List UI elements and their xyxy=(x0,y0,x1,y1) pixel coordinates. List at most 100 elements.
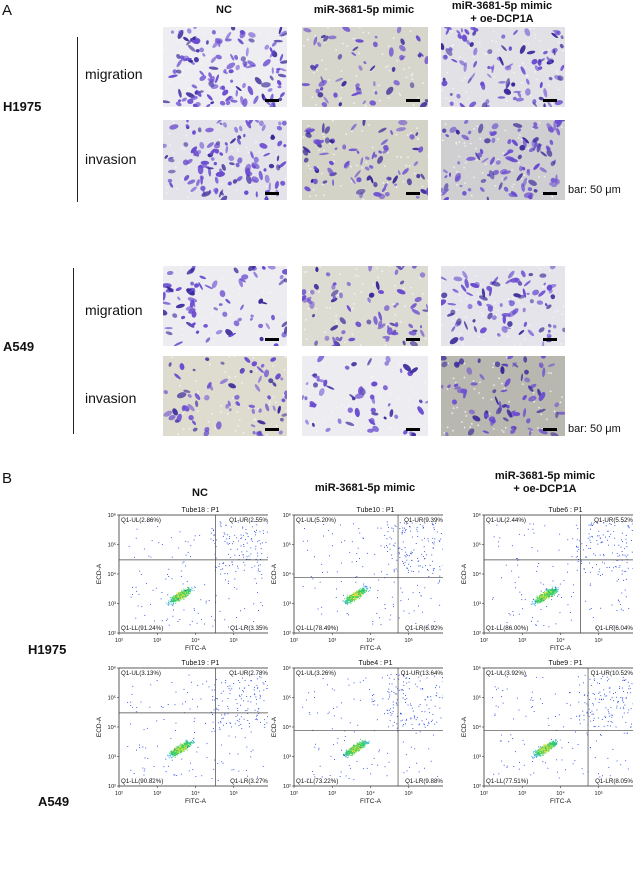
scale-bar xyxy=(543,192,557,195)
transwell-micrograph xyxy=(441,266,565,346)
y-axis-label: ECD-A xyxy=(271,716,278,737)
quadrant-label-ll: Q1-LL(86.00%) xyxy=(486,625,528,632)
y-tick-label: 10⁵ xyxy=(108,695,116,702)
flow-cytometry-plot: Tube18 : P1 Q1-UL(2.86%) Q1-UR(2.55%) Q1-LL… xyxy=(96,507,268,652)
scale-bar xyxy=(543,99,557,102)
panel-a-column-header-line1: miR-3681-5p mimic xyxy=(313,4,415,16)
quadrant-label-ur: Q1-UR(10.52%) xyxy=(591,670,633,677)
panel-a-column-header-line1: miR-3681-5p mimic xyxy=(451,0,553,12)
quadrant-label-ll: Q1-LL(78.49%) xyxy=(296,625,338,632)
x-tick-label: 10⁵ xyxy=(230,790,238,797)
panel-b-column-header-line2: + oe-DCP1A xyxy=(513,483,577,495)
flow-cell-line-label-h1975: H1975 xyxy=(28,642,67,657)
row-label-migration: migration xyxy=(85,66,143,82)
quadrant-label-ll: Q1-LL(73.22%) xyxy=(296,778,338,785)
y-tick-label: 10⁴ xyxy=(283,724,292,731)
transwell-micrograph xyxy=(302,356,428,436)
scale-bar xyxy=(265,338,279,341)
y-tick-label: 10⁴ xyxy=(108,571,117,578)
quadrant-label-ur: Q1-UR(9.39%) xyxy=(404,517,443,524)
panel-b-column-header-line1: NC xyxy=(192,487,208,499)
flow-cytometry-plot: Tube4 : P1 Q1-UL(3.26%) Q1-UR(13.64%) Q1-LL… xyxy=(271,660,443,805)
y-tick-label: 10² xyxy=(473,784,481,790)
quadrant-label-ul: Q1-UL(3.13%) xyxy=(121,670,161,677)
x-tick-label: 10² xyxy=(115,638,123,644)
x-axis-label: FITC-A xyxy=(185,645,207,652)
transwell-micrograph xyxy=(441,27,565,107)
x-tick-label: 10² xyxy=(290,791,298,797)
flow-plot-frame xyxy=(118,667,268,787)
x-tick-label: 10⁵ xyxy=(230,637,238,644)
x-tick-label: 10⁵ xyxy=(405,790,413,797)
x-tick-label: 10⁵ xyxy=(595,790,603,797)
scale-bar xyxy=(543,338,557,341)
panel-a-column-header-line1: NC xyxy=(216,4,232,16)
quadrant-label-ur: Q1-UR(5.52%) xyxy=(594,517,633,524)
flow-plot-title: Tube9 : P1 xyxy=(549,660,583,667)
y-tick-label: 10² xyxy=(283,631,291,637)
quadrant-label-ll: Q1-LL(91.24%) xyxy=(121,625,163,632)
panel-a-column-header-line2: + oe-DCP1A xyxy=(470,13,534,25)
y-tick-label: 10⁶ xyxy=(108,512,116,519)
y-tick-label: 10⁶ xyxy=(473,512,481,519)
flow-plot-frame xyxy=(293,514,443,634)
x-tick-label: 10² xyxy=(290,638,298,644)
scale-bar xyxy=(406,99,420,102)
quadrant-label-ur: Q1-UR(2.55%) xyxy=(229,517,268,524)
scale-bar xyxy=(265,192,279,195)
x-tick-label: 10⁴ xyxy=(191,637,200,644)
panel-b-column-header-line1: miR-3681-5p mimic xyxy=(314,482,416,494)
x-tick-label: 10³ xyxy=(328,791,336,797)
flow-cytometry-plot: Tube19 : P1 Q1-UL(3.13%) Q1-UR(2.78%) Q1-LL… xyxy=(96,660,268,805)
x-tick-label: 10³ xyxy=(153,791,161,797)
y-tick-label: 10⁴ xyxy=(473,724,482,731)
scale-bar-note: bar: 50 μm xyxy=(568,184,621,196)
y-tick-label: 10⁶ xyxy=(108,665,116,672)
panel-b-column-header-mimic-oe: miR-3681-5p mimic + oe-DCP1A xyxy=(470,470,620,496)
a549-bracket-line xyxy=(73,268,74,434)
x-tick-label: 10³ xyxy=(518,638,526,644)
flow-cytometry-plot: Tube6 : P1 Q1-UL(2.44%) Q1-UR(5.52%) Q1-LL(… xyxy=(461,507,633,652)
quadrant-label-ur: Q1-UR(13.64%) xyxy=(401,670,443,677)
x-tick-label: 10⁴ xyxy=(366,790,375,797)
x-axis-label: FITC-A xyxy=(550,645,572,652)
flow-plot-frame xyxy=(483,514,633,634)
x-tick-label: 10⁴ xyxy=(366,637,375,644)
quadrant-label-ll: Q1-LL(90.82%) xyxy=(121,778,163,785)
panel-a-column-header-mimic: miR-3681-5p mimic xyxy=(300,4,428,17)
y-axis-label: ECD-A xyxy=(461,563,468,584)
y-tick-label: 10⁵ xyxy=(283,695,291,702)
x-tick-label: 10⁵ xyxy=(405,637,413,644)
scale-bar xyxy=(265,428,279,431)
transwell-micrograph xyxy=(163,356,287,436)
panel-a-column-header-nc: NC xyxy=(162,4,286,17)
quadrant-label-lr: Q1-LR(6.04%) xyxy=(595,625,633,632)
flow-plot-title: Tube19 : P1 xyxy=(182,660,220,667)
quadrant-label-lr: Q1-LR(3.27%) xyxy=(230,778,268,785)
quadrant-label-ul: Q1-UL(2.44%) xyxy=(486,517,526,524)
transwell-micrograph xyxy=(441,120,565,200)
y-axis-label: ECD-A xyxy=(461,716,468,737)
flow-plot-frame xyxy=(483,667,633,787)
quadrant-label-ul: Q1-UL(2.86%) xyxy=(121,517,161,524)
y-tick-label: 10⁶ xyxy=(283,665,291,672)
quadrant-label-ur: Q1-UR(2.78%) xyxy=(229,670,268,677)
y-tick-label: 10² xyxy=(283,784,291,790)
transwell-micrograph xyxy=(441,356,565,436)
panel-b-column-header-mimic: miR-3681-5p mimic xyxy=(290,482,440,495)
y-tick-label: 10³ xyxy=(473,755,481,761)
y-tick-label: 10³ xyxy=(283,602,291,608)
x-tick-label: 10³ xyxy=(328,638,336,644)
scale-bar xyxy=(406,428,420,431)
quadrant-label-lr: Q1-LR(8.05%) xyxy=(595,778,633,785)
row-label-invasion: invasion xyxy=(85,151,137,167)
x-tick-label: 10⁵ xyxy=(595,637,603,644)
y-tick-label: 10⁶ xyxy=(473,665,481,672)
panel-a-letter: A xyxy=(2,2,13,19)
scale-bar xyxy=(406,338,420,341)
flow-cell-line-label-a549: A549 xyxy=(38,794,70,809)
quadrant-label-ul: Q1-UL(5.20%) xyxy=(296,517,336,524)
y-axis-label: ECD-A xyxy=(96,716,103,737)
y-tick-label: 10⁵ xyxy=(283,542,291,549)
transwell-micrograph xyxy=(163,266,287,346)
